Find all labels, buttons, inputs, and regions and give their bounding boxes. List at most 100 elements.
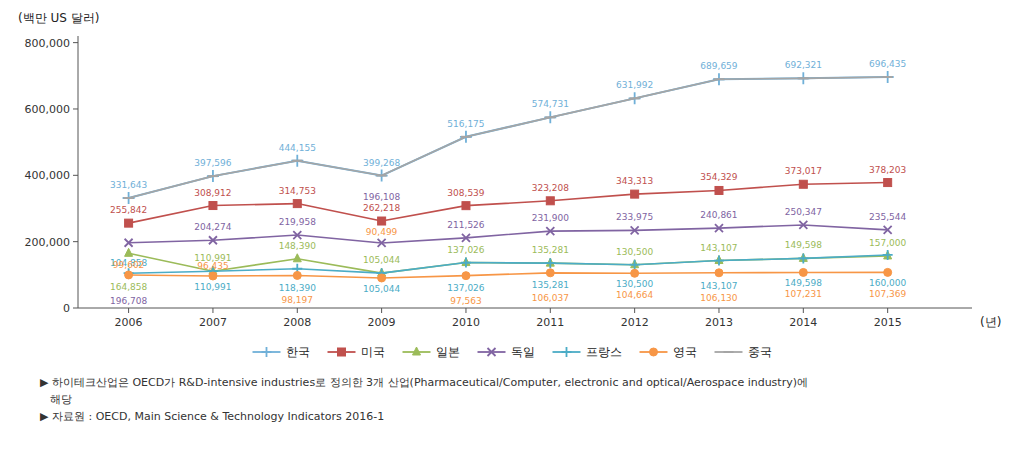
y-tick-label: 200,000: [25, 236, 71, 249]
data-label: 157,000: [869, 238, 906, 248]
marker: [799, 180, 807, 188]
data-label: 105,044: [363, 284, 400, 294]
note: ▶ 자료원 : OECD, Main Science & Technology …: [40, 410, 384, 423]
marker: [125, 248, 133, 256]
axes: 0200,000400,000600,000800,00020062007200…: [25, 36, 973, 329]
data-label: 196,708: [110, 296, 147, 306]
x-tick: [718, 308, 719, 313]
marker: [293, 271, 301, 279]
marker: [882, 71, 894, 83]
series: [124, 250, 893, 278]
line: [129, 77, 888, 198]
data-label: 233,975: [616, 212, 653, 222]
x-axis-label: (년): [980, 315, 1001, 329]
data-label: 107,231: [785, 289, 822, 299]
data-label: 107,369: [869, 289, 906, 299]
marker: [462, 234, 470, 242]
data-label: 106,037: [532, 293, 569, 303]
data-label: 98,197: [282, 295, 314, 305]
marker: [378, 274, 386, 282]
data-label: 689,659: [700, 61, 737, 71]
y-tick-label: 800,000: [25, 37, 71, 50]
marker: [630, 97, 640, 99]
data-label: 160,000: [869, 278, 906, 288]
marker: [884, 268, 892, 276]
data-labels: 331,643397,596444,155399,268516,175574,7…: [110, 59, 907, 306]
marker: [338, 348, 346, 356]
legend-item: 독일: [478, 345, 535, 359]
series: [125, 221, 892, 247]
data-label: 135,281: [532, 245, 569, 255]
data-label: 308,912: [194, 188, 231, 198]
legend-label: 중국: [748, 345, 772, 359]
marker: [413, 347, 421, 355]
marker: [715, 224, 723, 232]
legend-label: 영국: [673, 345, 697, 359]
data-label: 137,026: [447, 283, 484, 293]
legend-label: 일본: [436, 345, 460, 359]
x-tick-label: 2014: [789, 316, 817, 329]
marker: [378, 217, 386, 225]
x-tick-label: 2007: [199, 316, 227, 329]
plot-area: [123, 71, 894, 282]
data-label: 130,500: [616, 279, 653, 289]
marker: [125, 239, 133, 247]
marker: [462, 202, 470, 210]
legend-item: 영국: [640, 345, 697, 359]
legend-item: 중국: [715, 345, 772, 359]
data-label: 137,026: [447, 245, 484, 255]
x-tick-label: 2015: [874, 316, 902, 329]
data-label: 516,175: [447, 119, 484, 129]
x-tick: [465, 308, 466, 313]
marker: [713, 73, 725, 85]
marker: [545, 258, 555, 268]
legend-item: 일본: [403, 345, 460, 359]
line: [129, 183, 888, 224]
marker: [798, 253, 808, 263]
data-label: 135,281: [532, 280, 569, 290]
y-tick-label: 600,000: [25, 103, 71, 116]
legend-label: 독일: [511, 345, 535, 359]
data-label: 110,991: [194, 282, 231, 292]
x-tick: [297, 308, 298, 313]
data-label: 149,598: [785, 278, 822, 288]
note: ▶ 하이테크산업은 OECD가 R&D-intensive industries…: [40, 376, 808, 389]
line: [129, 77, 888, 198]
data-label: 204,274: [194, 222, 231, 232]
data-label: 314,753: [279, 186, 316, 196]
marker: [488, 348, 496, 356]
marker: [562, 347, 572, 357]
data-label: 444,155: [279, 143, 316, 153]
marker: [797, 72, 809, 84]
data-label: 219,958: [279, 217, 316, 227]
x-tick: [128, 308, 129, 313]
x-tick-label: 2011: [536, 316, 564, 329]
y-tick: [73, 108, 78, 109]
data-label: 378,203: [869, 165, 906, 175]
marker: [546, 197, 554, 205]
note: 해당: [40, 393, 73, 406]
x-tick: [887, 308, 888, 313]
series: [123, 71, 894, 204]
marker: [209, 272, 217, 280]
marker: [631, 269, 639, 277]
y-tick-label: 400,000: [25, 169, 71, 182]
marker: [291, 155, 303, 167]
data-label: 104,664: [616, 290, 653, 300]
marker: [209, 236, 217, 244]
y-tick-label: 0: [63, 302, 70, 315]
marker: [292, 160, 302, 162]
series: [124, 77, 893, 198]
marker: [546, 227, 554, 235]
data-label: 106,130: [700, 293, 737, 303]
marker: [884, 226, 892, 234]
data-label: 373,017: [785, 166, 822, 176]
x-tick-label: 2013: [705, 316, 733, 329]
marker: [262, 347, 272, 357]
data-label: 90,499: [366, 227, 398, 237]
marker: [630, 260, 640, 270]
data-label: 240,861: [700, 210, 737, 220]
marker: [207, 170, 219, 182]
marker: [123, 192, 135, 204]
marker: [460, 131, 472, 143]
